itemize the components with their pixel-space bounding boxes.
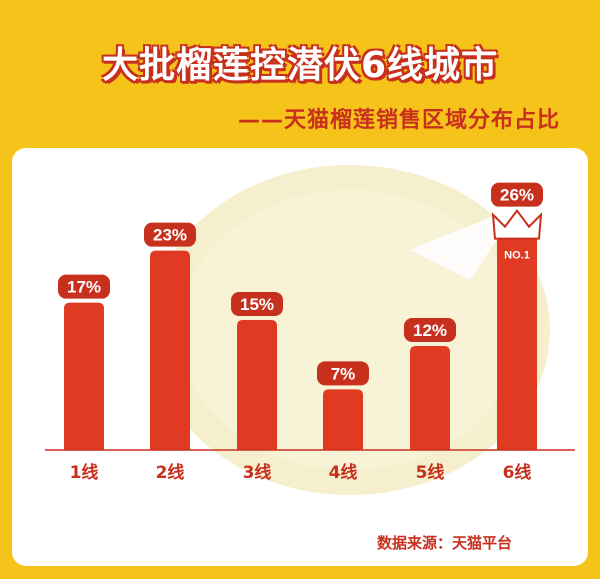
bar-6 <box>497 224 537 450</box>
value-label-1: 17% <box>67 278 101 297</box>
value-label-4: 7% <box>331 364 356 383</box>
source-note: 数据来源：天猫平台 <box>377 534 513 552</box>
category-label-5: 5线 <box>416 462 445 483</box>
value-label-bg-2 <box>144 222 196 247</box>
category-label-4: 4线 <box>329 462 358 483</box>
rank-badge-label: NO.1 <box>504 250 530 262</box>
value-label-6: 26% <box>500 186 534 205</box>
category-label-3: 3线 <box>243 462 272 483</box>
value-label-bg-1 <box>58 274 110 299</box>
bar-3 <box>237 320 277 450</box>
chart-subtitle: ——天猫榴莲销售区域分布占比 <box>237 108 560 133</box>
value-label-bg-5 <box>404 318 456 342</box>
bar-4 <box>323 389 363 450</box>
bar-1 <box>64 302 104 450</box>
crown-icon <box>491 209 543 240</box>
bar-2 <box>150 250 190 450</box>
value-label-bg-4 <box>317 361 369 386</box>
category-label-2: 2线 <box>156 462 185 483</box>
value-label-2: 23% <box>153 226 187 245</box>
bar-5 <box>410 346 450 450</box>
value-label-bg-6 <box>491 182 543 207</box>
category-label-1: 1线 <box>70 462 99 483</box>
value-label-3: 15% <box>240 295 274 314</box>
chart-title: 大批榴莲控潜伏6线城市 <box>101 45 499 86</box>
value-label-bg-3 <box>231 292 283 316</box>
value-label-5: 12% <box>413 321 447 340</box>
category-label-6: 6线 <box>503 462 532 483</box>
